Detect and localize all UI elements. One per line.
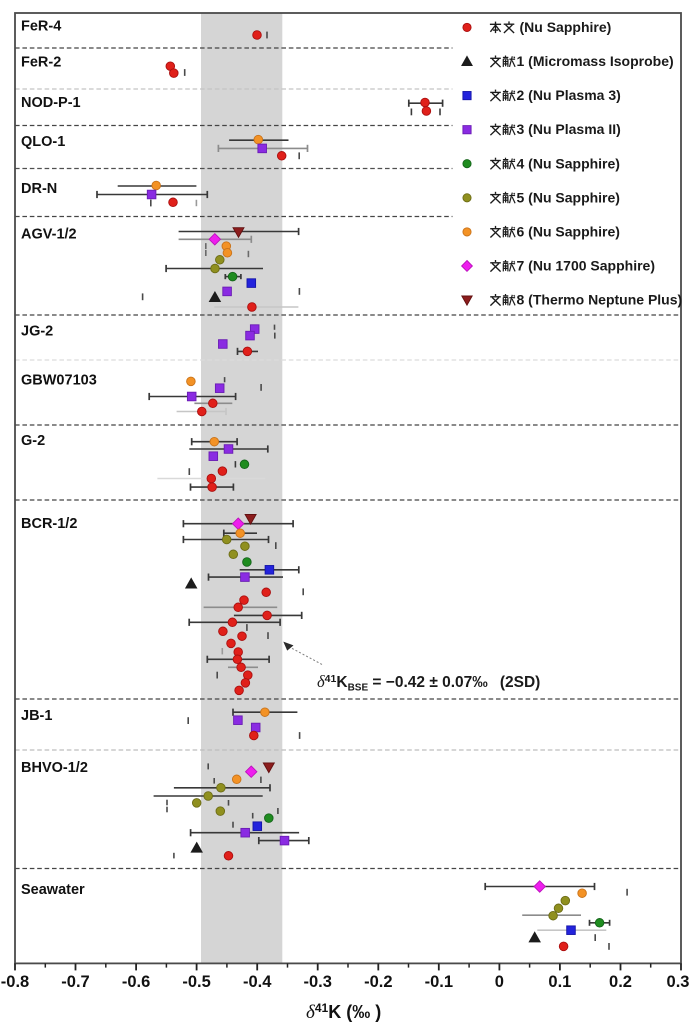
svg-text:Seawater: Seawater [21, 882, 85, 898]
svg-text:JB-1: JB-1 [21, 708, 52, 724]
svg-text:2 (Nu Plasma 3): 2 (Nu Plasma 3) [517, 87, 621, 103]
svg-text:DR-N: DR-N [21, 181, 57, 197]
svg-text:0.3: 0.3 [667, 973, 690, 991]
svg-text:-0.7: -0.7 [61, 973, 89, 991]
svg-text:0.1: 0.1 [548, 973, 571, 991]
svg-text:-0.2: -0.2 [364, 973, 392, 991]
svg-text:-0.6: -0.6 [122, 973, 150, 991]
svg-text:1 (Micromass Isoprobe): 1 (Micromass Isoprobe) [517, 53, 674, 69]
svg-text:AGV-1/2: AGV-1/2 [21, 227, 77, 243]
svg-text:GBW07103: GBW07103 [21, 373, 97, 389]
svg-text:-0.3: -0.3 [303, 973, 331, 991]
svg-text:7 (Nu 1700 Sapphire): 7 (Nu 1700 Sapphire) [517, 258, 656, 274]
svg-text:-0.1: -0.1 [425, 973, 453, 991]
svg-text:-0.4: -0.4 [243, 973, 272, 991]
svg-text:6 (Nu Sapphire): 6 (Nu Sapphire) [517, 224, 620, 240]
svg-text:BCR-1/2: BCR-1/2 [21, 516, 77, 532]
svg-text:δ41K (‰ ): δ41K (‰ ) [306, 1001, 381, 1023]
svg-text:FeR-2: FeR-2 [21, 55, 61, 71]
svg-text:8 (Thermo Neptune Plus): 8 (Thermo Neptune Plus) [517, 292, 683, 308]
svg-text:(Nu Sapphire): (Nu Sapphire) [520, 19, 612, 35]
svg-text:0.2: 0.2 [609, 973, 632, 991]
svg-text:0: 0 [495, 973, 504, 991]
svg-text:5 (Nu Sapphire): 5 (Nu Sapphire) [517, 189, 620, 205]
svg-text:JG-2: JG-2 [21, 324, 53, 340]
svg-text:G-2: G-2 [21, 433, 45, 449]
svg-text:FeR-4: FeR-4 [21, 19, 61, 35]
svg-text:-0.8: -0.8 [1, 973, 29, 991]
svg-text:-0.5: -0.5 [182, 973, 210, 991]
svg-text:3 (Nu Plasma II): 3 (Nu Plasma II) [517, 121, 621, 137]
svg-text:NOD-P-1: NOD-P-1 [21, 95, 81, 111]
svg-text:δ41KBSE = −0.42 ± 0.07‰ (2SD): δ41KBSE = −0.42 ± 0.07‰ (2SD) [317, 672, 540, 694]
svg-text:4 (Nu Sapphire): 4 (Nu Sapphire) [517, 155, 620, 171]
svg-text:QLO-1: QLO-1 [21, 134, 65, 150]
svg-text:BHVO-1/2: BHVO-1/2 [21, 760, 88, 776]
